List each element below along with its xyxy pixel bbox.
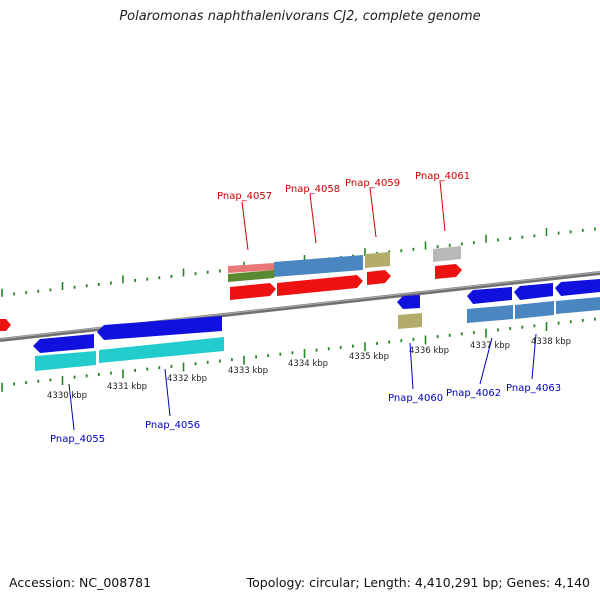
gene-bar-pnap-4061[interactable] bbox=[433, 246, 461, 262]
gene-arrow-pnap-4062[interactable] bbox=[467, 287, 512, 304]
callout-line-pnap-4055 bbox=[68, 383, 75, 431]
scale-label-4338: 4338 kbp bbox=[531, 337, 571, 347]
gene-bar-pnap-4059[interactable] bbox=[365, 252, 390, 268]
gene-bar-pnap-4058[interactable] bbox=[274, 255, 363, 277]
gene-bar-pnap-4055[interactable] bbox=[35, 351, 96, 371]
gene-bar-pnap-4063[interactable] bbox=[515, 301, 554, 319]
callout-line-pnap-4062 bbox=[479, 337, 493, 385]
gene-bar-fragment-right[interactable] bbox=[556, 297, 600, 314]
topology-text: Topology: circular; Length: 4,410,291 bp… bbox=[246, 575, 590, 590]
scale-label-4336: 4336 kbp bbox=[409, 346, 449, 356]
callout-line-pnap-4058 bbox=[309, 193, 317, 244]
gene-arrow-fragment[interactable] bbox=[0, 319, 11, 331]
genome-backbone bbox=[0, 271, 600, 342]
callout-line-pnap-4057 bbox=[241, 201, 249, 251]
gene-label-pnap-4060[interactable]: Pnap_4060 bbox=[388, 393, 443, 404]
gene-arrow-pnap-4061[interactable] bbox=[435, 264, 462, 279]
gene-arrow-pnap-4063[interactable] bbox=[514, 283, 553, 300]
gene-bar-pnap-4062[interactable] bbox=[467, 305, 513, 323]
scale-label-4334: 4334 kbp bbox=[288, 359, 328, 369]
gene-label-pnap-4057[interactable]: Pnap_4057 bbox=[217, 191, 272, 202]
gene-label-pnap-4056[interactable]: Pnap_4056 bbox=[145, 420, 200, 431]
gene-label-pnap-4058[interactable]: Pnap_4058 bbox=[285, 184, 340, 195]
gene-label-pnap-4055[interactable]: Pnap_4055 bbox=[50, 434, 105, 445]
gene-bar-pnap-4056[interactable] bbox=[99, 337, 224, 363]
scale-label-4331: 4331 kbp bbox=[107, 382, 147, 392]
gene-arrow-fragment-right[interactable] bbox=[555, 279, 600, 296]
gene-bar-pnap-4060[interactable] bbox=[398, 313, 422, 329]
gene-label-pnap-4062[interactable]: Pnap_4062 bbox=[446, 388, 501, 399]
gene-arrow-pnap-4058[interactable] bbox=[277, 275, 363, 296]
callout-line-pnap-4060 bbox=[409, 342, 414, 390]
gene-arrow-pnap-4059[interactable] bbox=[367, 270, 391, 285]
accession-text: Accession: NC_008781 bbox=[9, 575, 152, 590]
gene-arrow-pnap-4060[interactable] bbox=[397, 295, 420, 309]
scale-label-4333: 4333 kbp bbox=[228, 366, 268, 376]
scale-label-4335: 4335 kbp bbox=[349, 352, 389, 362]
callout-line-pnap-4056 bbox=[164, 368, 171, 417]
callout-line-pnap-4059 bbox=[369, 187, 377, 238]
gene-arrow-pnap-4057[interactable] bbox=[230, 283, 276, 300]
map-title: Polaromonas naphthalenivorans CJ2, compl… bbox=[119, 9, 481, 24]
lower-tick-rail bbox=[1, 317, 596, 392]
gene-label-pnap-4061[interactable]: Pnap_4061 bbox=[415, 171, 470, 182]
gene-label-pnap-4063[interactable]: Pnap_4063 bbox=[506, 383, 561, 394]
gene-arrow-pnap-4056[interactable] bbox=[97, 316, 222, 340]
callout-line-pnap-4061 bbox=[439, 180, 446, 232]
scale-label-4332: 4332 kbp bbox=[167, 374, 207, 384]
gene-arrow-pnap-4055[interactable] bbox=[33, 334, 94, 353]
scale-label-4330: 4330 kbp bbox=[47, 391, 87, 401]
gene-bar-pnap-4057[interactable] bbox=[228, 270, 274, 282]
callout-line-pnap-4063 bbox=[531, 333, 537, 380]
gene-bar-pnap-4057-rna[interactable] bbox=[228, 263, 274, 273]
genome-backbone-highlight bbox=[0, 271, 600, 340]
gene-label-pnap-4059[interactable]: Pnap_4059 bbox=[345, 178, 400, 189]
